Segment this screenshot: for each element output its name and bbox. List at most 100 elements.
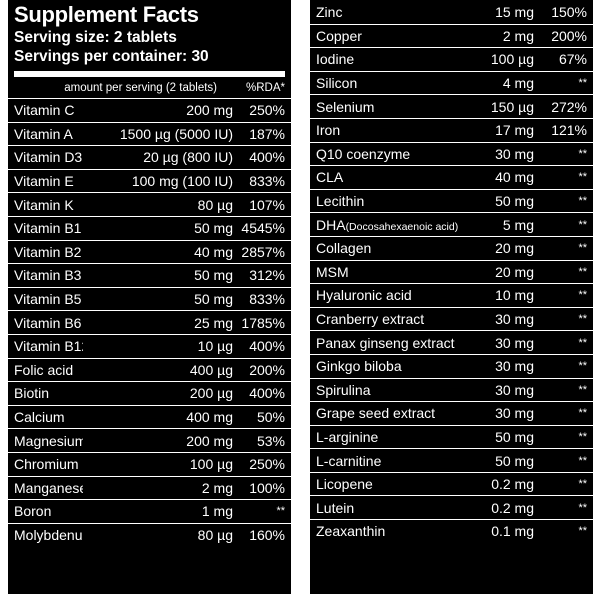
nutrient-rda: ** — [578, 501, 587, 514]
nutrient-rda: ** — [578, 195, 587, 208]
nutrient-rda: ** — [578, 383, 587, 396]
nutrient-row: Folic acid 400 µg 200% — [8, 357, 291, 382]
nutrient-name: Hyaluronic acid — [316, 287, 412, 304]
nutrient-name: Grape seed extract — [316, 405, 436, 422]
nutrient-rda: ** — [578, 265, 587, 278]
nutrient-name: Vitamin E — [14, 173, 74, 190]
nutrient-name-note: (Docosahexaenoic acid) — [345, 220, 459, 233]
nutrient-row: Vitamin E 100 mg (100 IU) 833% — [8, 168, 291, 193]
nutrient-name: Licopene — [316, 476, 373, 493]
nutrient-name: Manganese — [14, 479, 83, 496]
nutrient-row: Vitamin A 1500 µg (5000 IU) 187% — [8, 121, 291, 146]
nutrient-row: L-arginine 50 mg ** — [310, 424, 593, 449]
nutrient-row: Magnesium 200 mg 53% — [8, 428, 291, 452]
nutrient-name: Folic acid — [14, 361, 74, 378]
nutrient-rda: ** — [578, 478, 587, 491]
column-header: amount per serving (2 tablets) %RDA* — [8, 77, 291, 98]
nutrient-name: Q10 coenzyme — [316, 145, 411, 162]
nutrient-amount: 40 mg — [194, 243, 233, 260]
nutrient-row: Copper 2 mg 200% — [310, 23, 593, 48]
nutrient-amount: 2 mg — [502, 27, 534, 44]
supplement-facts-right-panel: Zinc 15 mg 150% Copper 2 mg 200% Iodine 100 µg 6… — [310, 0, 593, 594]
nutrient-name: Panax ginseng extract — [316, 334, 455, 351]
rda-column-label: %RDA* — [246, 81, 285, 94]
nutrient-amount: 25 mg — [194, 314, 233, 331]
nutrient-rda: 187% — [249, 125, 285, 142]
nutrient-name: Vitamin D3 — [14, 149, 83, 166]
nutrient-rda: 272% — [551, 98, 587, 115]
nutrient-row: Collagen 20 mg ** — [310, 235, 593, 260]
nutrient-row: Vitamin D3 20 µg (800 IU) 400% — [8, 145, 291, 169]
nutrient-row: Vitamin B12 10 µg 400% — [8, 333, 291, 358]
nutrient-amount: 150 µg — [490, 98, 534, 115]
nutrient-amount: 50 mg — [495, 428, 534, 445]
nutrient-name: Selenium — [316, 98, 375, 115]
nutrient-name: Vitamin B12 — [14, 338, 83, 355]
nutrient-amount: 50 mg — [194, 267, 233, 284]
nutrient-row: Zeaxanthin 0.1 mg ** — [310, 519, 593, 543]
nutrient-amount: 30 mg — [495, 358, 534, 375]
nutrient-name: Lecithin — [316, 193, 365, 210]
nutrient-rda: 400% — [249, 338, 285, 355]
nutrient-rda: ** — [578, 313, 587, 326]
nutrient-row: Selenium 150 µg 272% — [310, 94, 593, 118]
nutrient-amount: 200 mg — [186, 102, 233, 119]
nutrient-row: DHA(Docosahexaenoic acid) 5 mg ** — [310, 212, 593, 236]
nutrient-row: Vitamin B1 50 mg 4545% — [8, 215, 291, 240]
nutrient-name: Iodine — [316, 51, 355, 68]
nutrient-row: Vitamin C 200 mg 250% — [8, 98, 291, 122]
nutrient-amount: 30 mg — [495, 311, 534, 328]
nutrient-rda: 1785% — [241, 314, 285, 331]
header-divider — [14, 71, 285, 77]
nutrient-row: Q10 coenzyme 30 mg ** — [310, 141, 593, 166]
nutrient-name: Biotin — [14, 385, 50, 402]
nutrient-rda: ** — [276, 505, 285, 518]
nutrient-amount: 0.2 mg — [491, 499, 534, 516]
nutrient-amount: 30 mg — [495, 381, 534, 398]
nutrient-name: Vitamin A — [14, 125, 73, 142]
facts-title: Supplement Facts — [14, 2, 199, 27]
nutrient-rda: 107% — [249, 196, 285, 213]
nutrient-name: Vitamin B6 — [14, 314, 82, 331]
nutrient-name: Vitamin B1 — [14, 220, 82, 237]
nutrient-rda: 4545% — [241, 220, 285, 237]
nutrient-rda: ** — [578, 360, 587, 373]
nutrient-amount: 15 mg — [495, 3, 534, 20]
nutrient-amount: 20 mg — [495, 240, 534, 257]
nutrient-rda: 50% — [256, 409, 285, 426]
nutrient-amount: 200 mg — [186, 432, 233, 449]
nutrient-amount: 10 mg — [495, 287, 534, 304]
nutrient-name: Ginkgo biloba — [316, 358, 402, 375]
nutrient-row: Molybdenum 80 µg 160% — [8, 522, 291, 547]
nutrient-rda: ** — [578, 407, 587, 420]
nutrient-row: MSM 20 mg ** — [310, 259, 593, 284]
nutrient-rda: ** — [578, 77, 587, 90]
nutrient-name: Zinc — [316, 3, 343, 20]
nutrient-row: Zinc 15 mg 150% — [310, 0, 593, 24]
nutrient-rda: ** — [578, 525, 587, 538]
nutrient-rda: ** — [578, 147, 587, 160]
nutrient-rda: 150% — [551, 3, 587, 20]
nutrient-amount: 0.1 mg — [491, 523, 534, 540]
nutrient-row: Iron 17 mg 121% — [310, 117, 593, 142]
nutrient-amount: 17 mg — [495, 122, 534, 139]
nutrient-row: Spirulina 30 mg ** — [310, 377, 593, 402]
nutrient-amount: 2 mg — [201, 479, 233, 496]
nutrient-amount: 200 µg — [189, 385, 233, 402]
nutrient-rda: ** — [578, 289, 587, 302]
nutrient-rda: 833% — [249, 173, 285, 190]
nutrient-row: Vitamin K 80 µg 107% — [8, 192, 291, 216]
nutrient-amount: 400 mg — [186, 409, 233, 426]
nutrient-row: L-carnitine 50 mg ** — [310, 448, 593, 472]
nutrient-row: Iodine 100 µg 67% — [310, 47, 593, 71]
nutrient-rda: 67% — [558, 51, 587, 68]
nutrient-row: Lutein 0.2 mg ** — [310, 495, 593, 519]
nutrient-name: Chromium — [14, 456, 79, 473]
nutrient-name: DHA(Docosahexaenoic acid) — [316, 216, 459, 233]
nutrient-name: Calcium — [14, 409, 65, 426]
nutrient-amount: 20 mg — [495, 263, 534, 280]
nutrient-row: Biotin 200 µg 400% — [8, 381, 291, 405]
nutrient-rda: 200% — [551, 27, 587, 44]
nutrient-amount: 50 mg — [194, 291, 233, 308]
nutrient-rda: ** — [578, 336, 587, 349]
